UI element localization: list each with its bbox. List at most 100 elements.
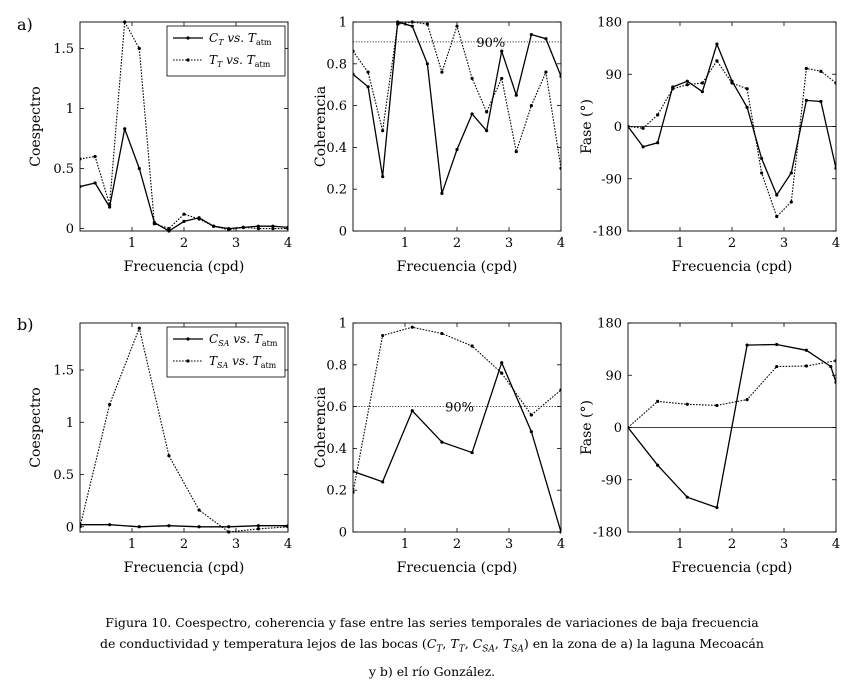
data-point [353,49,355,53]
legend-marker [186,36,190,40]
x-tick-label: 2 [180,537,188,552]
data-point [440,331,444,336]
data-point [760,156,764,161]
series-line [628,343,836,509]
y-tick-label: 90 [605,68,622,83]
series-dotted [80,326,288,534]
data-point [137,326,141,330]
x-tick-label: 3 [780,537,788,552]
series-line [80,524,288,528]
x-tick-label: 1 [128,236,136,251]
legend-ref: T [253,354,262,368]
legend-marker [186,58,190,62]
data-point [410,325,414,329]
data-point [470,112,474,116]
data-point [656,113,660,117]
data-point [256,527,260,531]
data-point [745,105,749,109]
data-point [241,225,245,229]
series-solid [80,126,288,233]
data-point [775,342,779,347]
chart-b_coherencia: 1 2 3 4 0 0.2 0.4 0.6 0.8 1 Frecuencia (cpd) Cohere… [313,317,565,577]
data-point [834,380,836,384]
legend-entry: CSA vs. Tatm [209,332,278,348]
y-tick-label: 1 [339,16,347,31]
y-tick-label: 1 [66,102,74,117]
y-tick-label: -180 [593,225,622,240]
legend-ref: T [254,332,263,346]
data-point [123,127,127,131]
data-point [80,184,82,189]
legend-ref: T [247,53,256,67]
data-point [396,22,400,26]
series-solid [628,342,836,510]
legend-var: C [209,31,218,45]
data-point [500,361,504,365]
y-tick-label: 0 [614,120,622,135]
y-tick-label: 0 [339,225,347,240]
caption-line-3: y b) el río González. [368,663,496,679]
y-tick-label: -90 [601,172,622,187]
data-point [167,524,171,528]
x-tick-label: 2 [728,537,736,552]
data-point [440,70,444,74]
chart-b_fase: 1 2 3 4 -180 -90 0 90 180 Frecuencia (cpd) Fase (°… [579,317,840,577]
x-tick-label: 2 [453,236,461,251]
y-tick-label: 0 [614,421,622,436]
x-tick-label: 1 [401,236,409,251]
data-point [80,525,82,529]
chart-a_coherencia: 1 2 3 4 0 0.2 0.4 0.6 0.8 1 Frecuencia (cpd) Cohere… [313,16,565,276]
data-point [544,37,548,41]
legend-box [166,326,286,378]
y-tick-label: 0.6 [326,400,347,415]
data-point [641,145,645,149]
data-point [485,110,489,114]
x-tick-label: 3 [505,537,513,552]
data-point [715,59,719,63]
data-point [108,205,112,209]
y-tick-label: 1 [66,416,74,431]
data-point [410,24,414,28]
data-point [410,20,414,24]
data-point [834,359,836,363]
data-point [745,87,749,91]
data-point [804,66,808,71]
data-point [286,226,288,231]
data-point [366,70,370,74]
data-point [760,171,764,175]
data-point [745,343,749,347]
y-tick-label: 0.2 [326,484,347,499]
legend-ref-sub: atm [262,339,278,348]
x-tick-label: 2 [728,236,736,251]
legend-var: T [209,53,218,67]
y-tick-label: 0.2 [326,183,347,198]
axes-frame [352,21,562,232]
x-tick-label: 2 [453,537,461,552]
y-tick-label: 0 [66,520,74,535]
data-point [381,480,385,484]
data-point [137,166,141,171]
data-point [730,81,734,85]
data-point [123,20,127,24]
legend-vs: vs. [222,53,246,67]
legend-var-sub: T [217,60,223,69]
data-point [834,81,836,85]
data-point [628,425,630,430]
y-tick-label: 180 [597,16,622,31]
data-point [167,454,171,458]
data-point [775,364,779,369]
x-axis-label: Frecuencia (cpd) [397,259,518,275]
y-tick-label: 1 [339,317,347,332]
y-tick-label: 0.5 [53,162,74,177]
x-tick-label: 3 [780,236,788,251]
series-line [353,360,561,533]
x-axis-label: Frecuencia (cpd) [124,560,245,576]
data-point [80,157,82,161]
data-point [137,525,141,529]
y-tick-label: 1.5 [53,364,74,379]
series-line [80,326,288,533]
series-dotted [628,359,836,430]
x-axis-label: Frecuencia (cpd) [672,259,793,275]
